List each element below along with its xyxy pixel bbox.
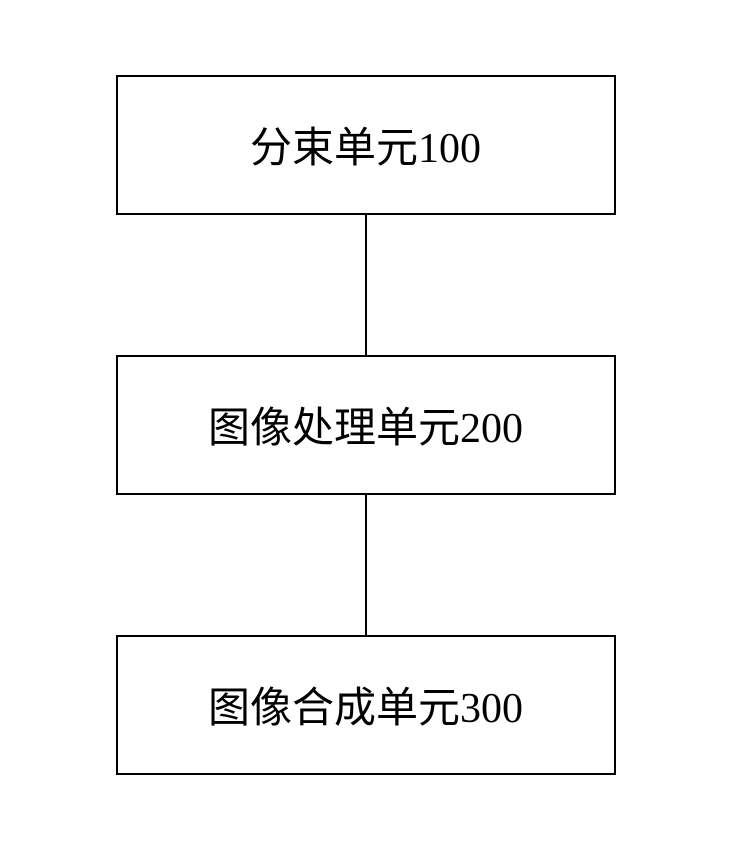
connector-1-2: [365, 215, 367, 355]
node-box-1: 分束单元100: [116, 75, 616, 215]
flowchart-diagram: 分束单元100 图像处理单元200 图像合成单元300: [116, 75, 616, 775]
node-label-1: 分束单元100: [250, 114, 481, 175]
connector-2-3: [365, 495, 367, 635]
node-box-2: 图像处理单元200: [116, 355, 616, 495]
node-label-2: 图像处理单元200: [208, 394, 523, 455]
node-label-3: 图像合成单元300: [208, 674, 523, 735]
node-box-3: 图像合成单元300: [116, 635, 616, 775]
